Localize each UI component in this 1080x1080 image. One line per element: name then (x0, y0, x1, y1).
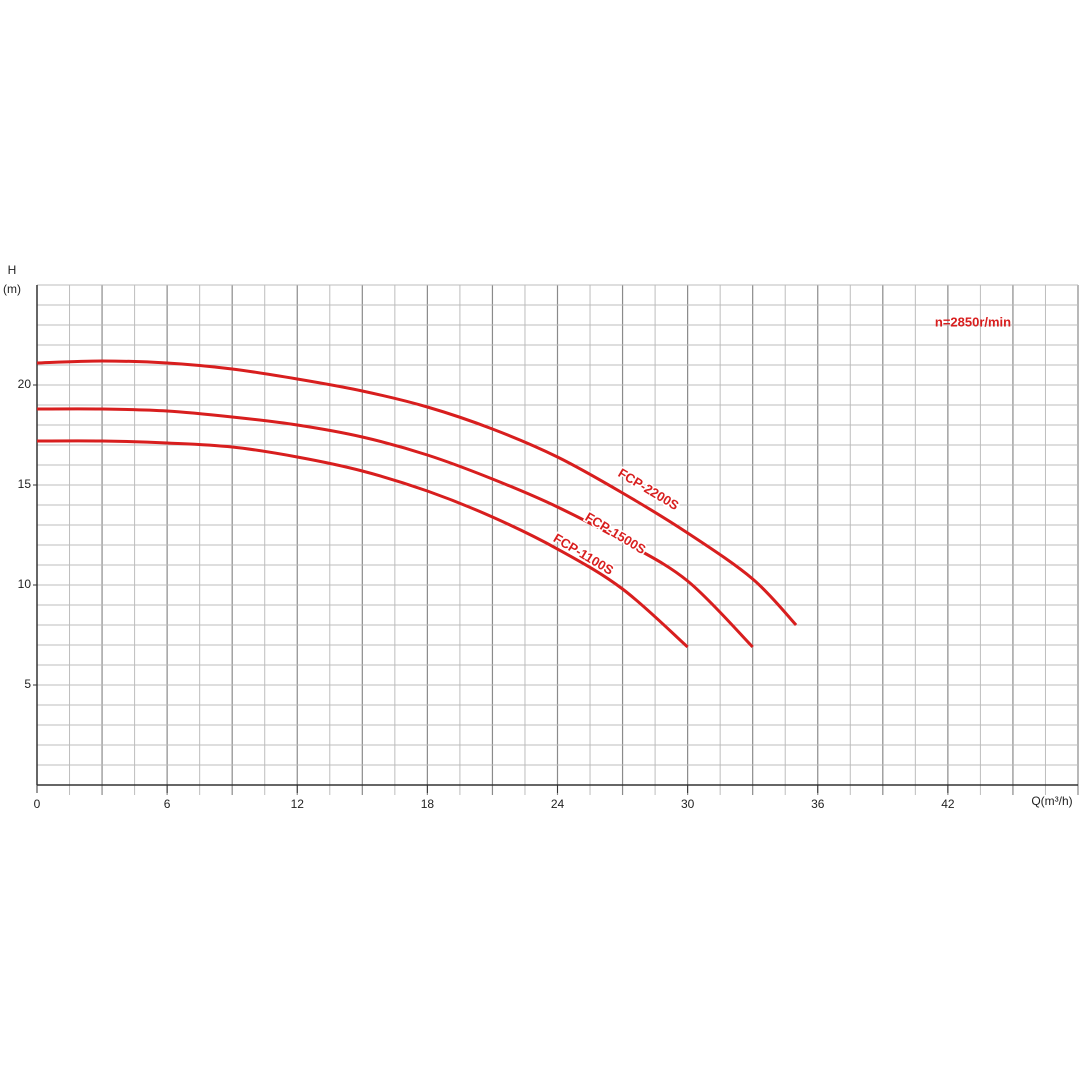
y-tick-label: 5 (24, 677, 31, 691)
y-tick-label: 20 (18, 377, 32, 391)
x-axis-label: Q(m³/h) (1031, 794, 1072, 808)
x-tick-label: 30 (681, 797, 695, 811)
curve (36, 359, 798, 627)
x-tick-label: 24 (551, 797, 565, 811)
series-label: FCP-2200S (616, 465, 682, 513)
x-tick-label: 42 (941, 797, 955, 811)
y-tick-label: 15 (18, 477, 32, 491)
x-tick-label: 6 (164, 797, 171, 811)
curve (36, 407, 754, 649)
annotation: n=2850r/min (935, 314, 1011, 329)
plot (36, 359, 798, 649)
y-tick-label: 10 (18, 577, 32, 591)
series-label: FCP-1100S (551, 530, 617, 578)
x-tick-label: 0 (34, 797, 41, 811)
x-tick-label: 18 (421, 797, 435, 811)
curve (36, 439, 689, 649)
x-tick-label: 12 (291, 797, 305, 811)
x-tick-label: 36 (811, 797, 825, 811)
y-axis-label: H (8, 263, 17, 277)
y-axis-unit: (m) (3, 282, 21, 296)
